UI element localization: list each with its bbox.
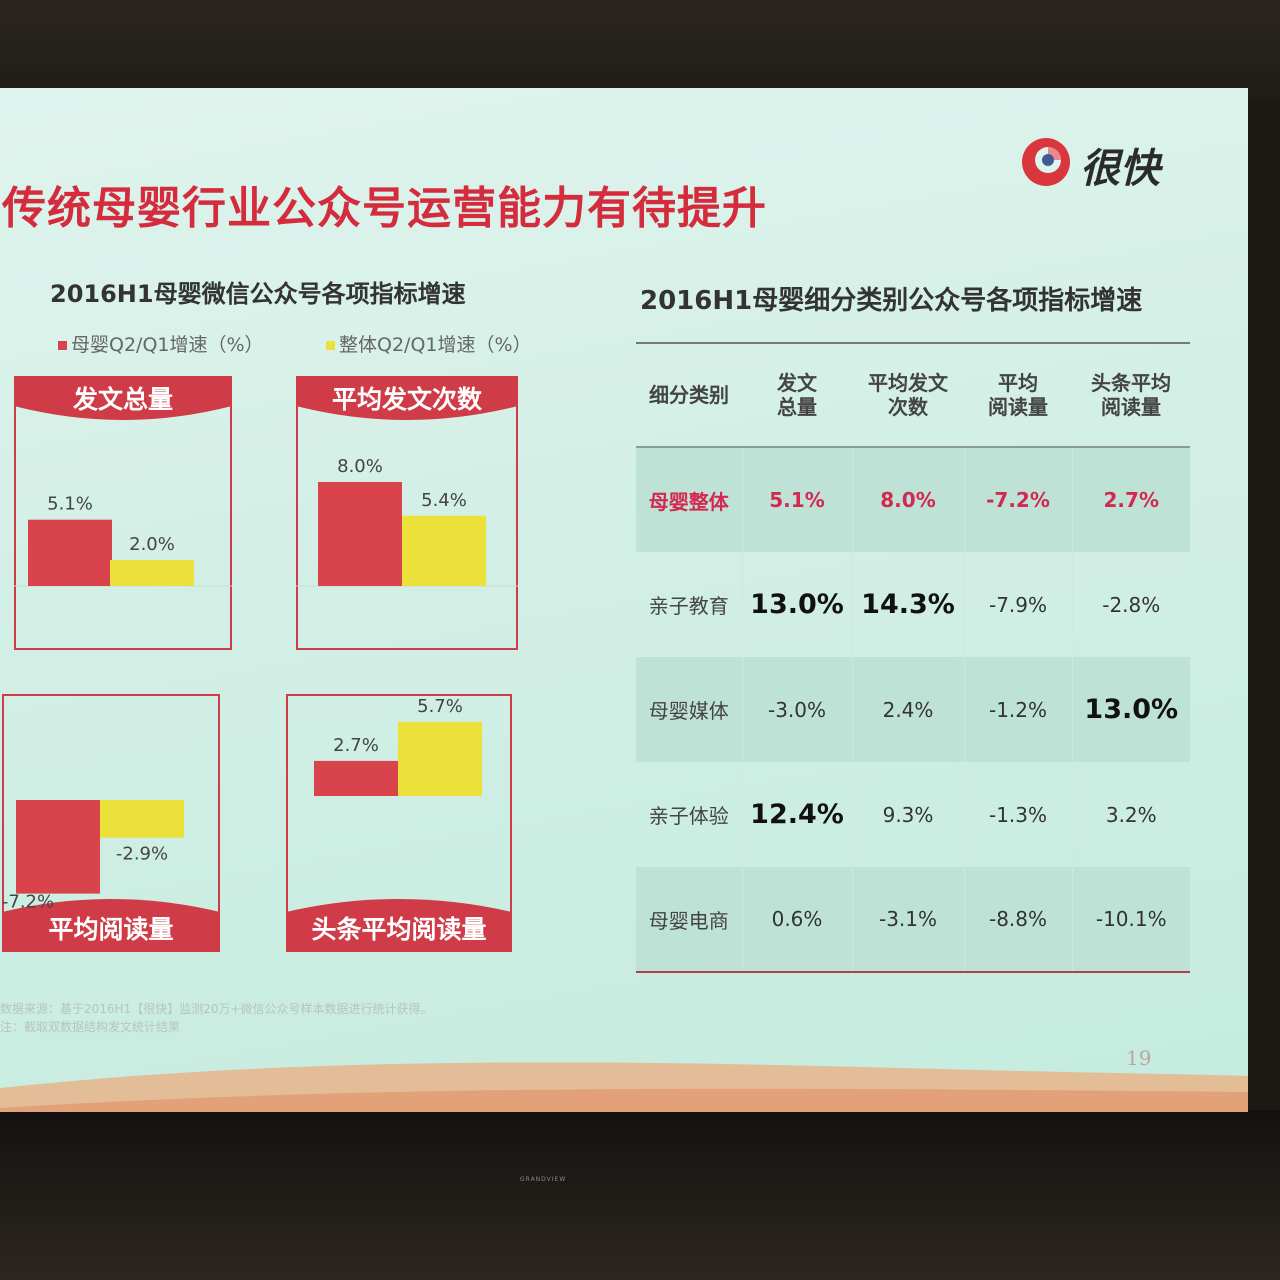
bar-overall (402, 515, 486, 586)
data-label: 2.7% (333, 735, 379, 756)
table-row: 母婴整体 5.1% 8.0% -7.2% 2.7% (636, 447, 1190, 552)
table-cell: 5.1% (741, 447, 852, 552)
column-header: 平均 阅读量 (988, 371, 1048, 419)
table-cell: 12.4% (741, 762, 852, 867)
bar-muying (314, 760, 398, 796)
panel-title-band (296, 376, 518, 420)
table-cell: 13.0% (741, 552, 852, 657)
table-cell: 亲子教育 (648, 594, 729, 618)
slide-title: 传统母婴行业公众号运营能力有待提升 (2, 183, 767, 234)
panel-title-band (14, 376, 232, 420)
footer-band (0, 1062, 1248, 1112)
bar-overall (100, 800, 184, 838)
left-chart-title: 2016H1母婴微信公众号各项指标增速 (50, 280, 466, 308)
table-header-row: 细分类别 发文 总量 平均发文 次数 平均 阅读量 头条平均 阅读量 (636, 343, 1190, 447)
bar-overall (398, 721, 482, 796)
panel-pingjun-yuedu: -7.2% -2.9% 平均阅读量 (2, 694, 220, 952)
table-cell: 9.3% (851, 762, 964, 867)
table-cell: 2.4% (851, 657, 964, 762)
column-header: 头条平均 阅读量 (1091, 371, 1171, 419)
source-line: 数据来源：基于2016H1【很快】监测20万+微信公众号样本数据进行统计获得。 (0, 1002, 433, 1016)
table-row: 母婴媒体 -3.0% 2.4% -1.2% 13.0% (636, 657, 1190, 762)
table-cell: -7.9% (963, 552, 1072, 657)
logo-text: 很快 (1080, 146, 1160, 192)
data-label: 5.1% (47, 494, 93, 515)
table-row: 母婴电商 0.6% -3.1% -8.8% -10.1% (636, 867, 1190, 972)
panel-chart: 5.1% 2.0% (14, 376, 232, 650)
table-cell: 母婴媒体 (636, 657, 742, 762)
table-cell: 0.6% (741, 867, 852, 972)
source-note: 数据来源：基于2016H1【很快】监测20万+微信公众号样本数据进行统计获得。 … (0, 1000, 433, 1036)
data-label: 8.0% (337, 456, 383, 477)
right-table-title: 2016H1母婴细分类别公众号各项指标增速 (640, 286, 1143, 316)
bar-overall (110, 560, 194, 586)
panel-chart: 2.7% 5.7% (286, 694, 512, 952)
legend-item-overall: 整体Q2/Q1增速（%） (326, 330, 532, 357)
panel-toutiao-pingjun-yuedu: 2.7% 5.7% 头条平均阅读量 (286, 694, 512, 952)
table-cell: -3.1% (851, 867, 964, 972)
panel-title: 头条平均阅读量 (311, 915, 487, 944)
column-header: 发文 总量 (777, 371, 817, 419)
panel-chart: -7.2% -2.9% (2, 694, 220, 952)
data-label: -2.9% (116, 844, 168, 865)
table-row: 亲子教育 13.0% 14.3% -7.9% -2.8% (636, 552, 1190, 657)
data-label: -7.2% (2, 892, 54, 913)
panel-title: 发文总量 (72, 385, 173, 414)
table-cell: -1.2% (963, 657, 1072, 762)
logo-mark-icon (1022, 138, 1070, 186)
panel-title-band (2, 899, 220, 952)
table-cell: -1.3% (963, 762, 1072, 867)
table-cell: 母婴电商 (636, 867, 742, 972)
bar-muying (28, 519, 112, 586)
panel-chart: 8.0% 5.4% (296, 376, 518, 650)
column-header: 平均发文 次数 (868, 371, 948, 419)
slide: 19 数据来源：基于2016H1【很快】监测20万+微信公众号样本数据进行统计获… (0, 88, 1248, 1112)
data-label: 2.0% (129, 534, 175, 555)
data-label: 5.7% (417, 696, 463, 717)
legend-swatch-yellow (326, 341, 335, 350)
room-wall-top (0, 0, 1280, 100)
table-cell: 8.0% (851, 447, 964, 552)
column-header: 细分类别 (649, 383, 729, 407)
legend-item-muying: 母婴Q2/Q1增速（%） (58, 334, 264, 356)
panel-pingjun-fawen-cishu: 8.0% 5.4% 平均发文次数 (296, 376, 518, 650)
table-cell: -8.8% (963, 867, 1072, 972)
table-cell: 14.3% (851, 552, 964, 657)
page-number: 19 (1126, 1046, 1152, 1070)
bar-muying (318, 482, 402, 586)
table-row: 亲子体验 12.4% 9.3% -1.3% 3.2% (636, 762, 1190, 867)
bar-muying (16, 800, 100, 894)
table-cell: 3.2% (1071, 762, 1190, 867)
table-cell: 2.7% (1071, 447, 1190, 552)
table-cell: -7.2% (963, 447, 1072, 552)
table-cell: -3.0% (741, 657, 852, 762)
room-wall-bottom (0, 1110, 1280, 1280)
source-line: 注：截取双数据结构发文统计结果 (0, 1020, 181, 1034)
table-cell: 13.0% (1071, 657, 1190, 762)
table-cell: 亲子体验 (648, 804, 729, 828)
table-cell: -10.1% (1071, 867, 1190, 972)
table-cell: -2.8% (1071, 552, 1190, 657)
data-label: 5.4% (421, 490, 467, 511)
legend: 母婴Q2/Q1增速（%） 整体Q2/Q1增速（%） (58, 330, 532, 357)
panel-title: 平均阅读量 (48, 915, 174, 944)
panel-fawen-zongliang: 5.1% 2.0% 发文总量 (14, 376, 232, 650)
legend-swatch-red (58, 341, 67, 350)
projector-brand: GRANDVIEW (520, 1176, 567, 1183)
panel-title-band (286, 899, 512, 952)
table-cell: 母婴整体 (636, 447, 742, 552)
panel-title: 平均发文次数 (331, 385, 482, 414)
metrics-table: 细分类别 发文 总量 平均发文 次数 平均 阅读量 头条平均 阅读量 母婴整体 … (636, 342, 1190, 973)
